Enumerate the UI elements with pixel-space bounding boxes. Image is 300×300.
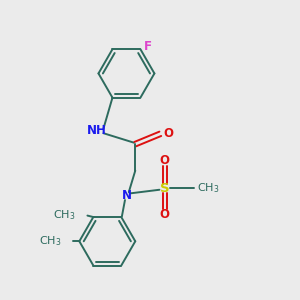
Text: S: S xyxy=(160,182,169,195)
Text: N: N xyxy=(122,189,131,202)
Text: CH$_3$: CH$_3$ xyxy=(39,234,62,248)
Text: O: O xyxy=(163,127,173,140)
Text: NH: NH xyxy=(87,124,107,137)
Text: O: O xyxy=(160,154,170,167)
Text: O: O xyxy=(160,208,170,221)
Text: F: F xyxy=(144,40,152,53)
Text: CH$_3$: CH$_3$ xyxy=(197,182,220,195)
Text: CH$_3$: CH$_3$ xyxy=(53,209,76,223)
